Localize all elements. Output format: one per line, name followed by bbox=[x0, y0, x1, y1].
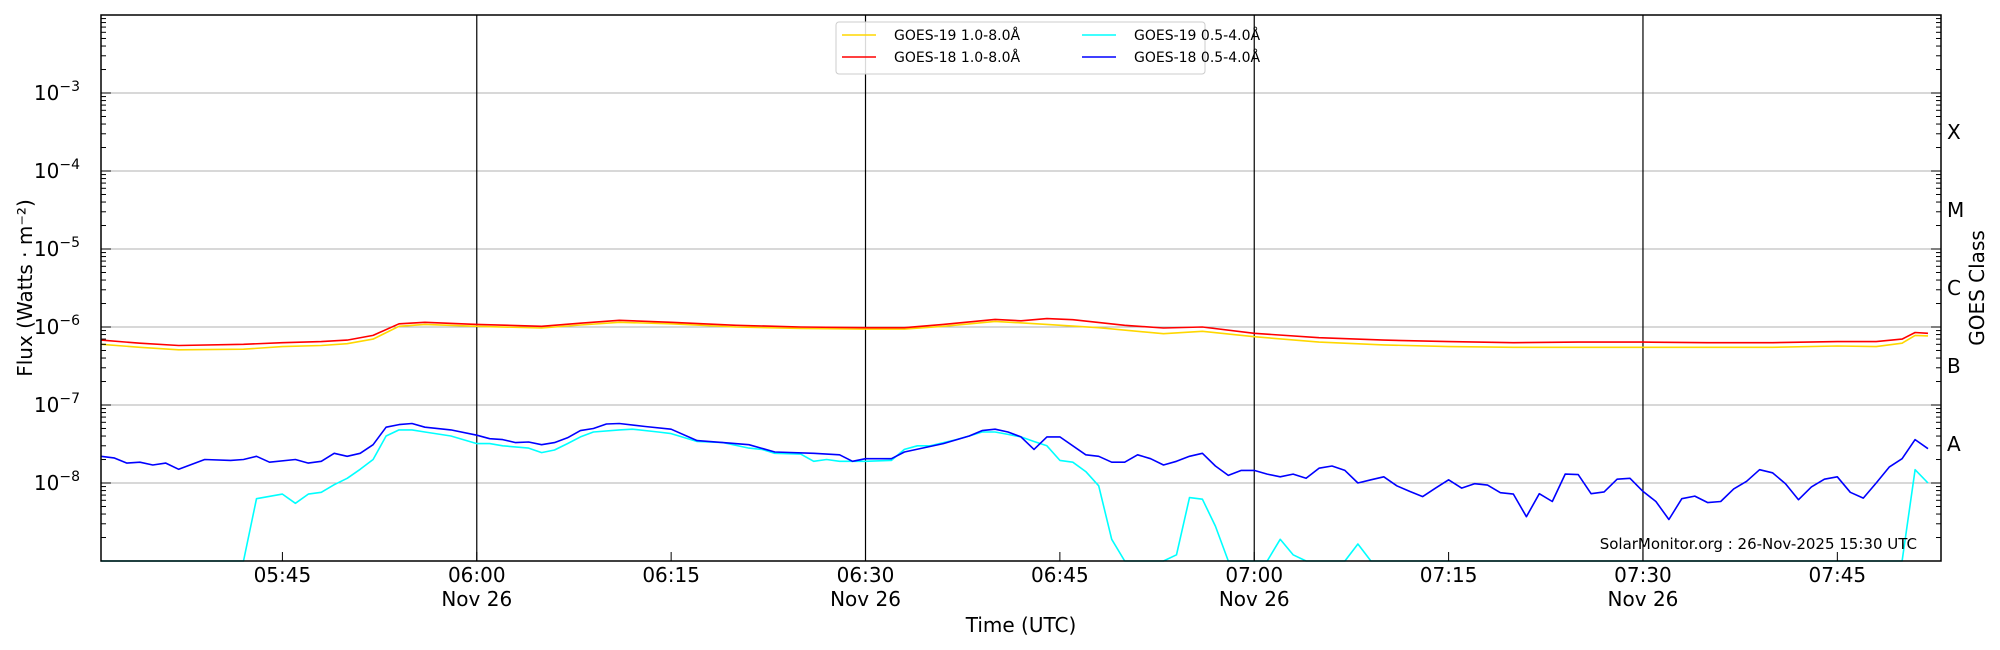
y-tick-label: 10−5 bbox=[34, 235, 80, 261]
x-tick-label: 06:15 bbox=[642, 563, 700, 587]
x-tick-label: 07:45 bbox=[1809, 563, 1867, 587]
y-tick-label: 10−3 bbox=[34, 79, 80, 105]
series-line-1 bbox=[100, 320, 1929, 351]
day-lines bbox=[476, 15, 1644, 561]
x-tick-label: 07:15 bbox=[1420, 563, 1478, 587]
grid bbox=[101, 92, 1941, 484]
watermark-annotation: SolarMonitor.org : 26-Nov-2025 15:30 UTC bbox=[1600, 535, 1917, 553]
legend-label: GOES-18 1.0-8.0Å bbox=[894, 49, 1020, 66]
x-tick-label: 06:00 bbox=[448, 563, 506, 587]
y-tick-label: 10−4 bbox=[34, 157, 80, 183]
goes-class-label: X bbox=[1947, 120, 1961, 144]
goes-class-label: M bbox=[1947, 198, 1964, 222]
x-tick-date-label: Nov 26 bbox=[1219, 587, 1290, 611]
x-tick-label: 06:45 bbox=[1031, 563, 1089, 587]
series-line-2 bbox=[100, 317, 1929, 347]
x-tick-label: 05:45 bbox=[254, 563, 312, 587]
y-tick-label: 10−7 bbox=[34, 391, 80, 417]
legend-label: GOES-19 1.0-8.0Å bbox=[894, 27, 1020, 44]
y-tick-label: 10−6 bbox=[34, 313, 80, 339]
x-tick-label: 07:30 bbox=[1614, 563, 1672, 587]
goes-class-label: B bbox=[1947, 354, 1961, 378]
x-tick-date-label: Nov 26 bbox=[1608, 587, 1679, 611]
x-tick-label: 06:30 bbox=[837, 563, 895, 587]
y-tick-label: 10−8 bbox=[34, 469, 80, 495]
series-line-4 bbox=[100, 422, 1929, 521]
legend: GOES-19 1.0-8.0Å GOES-18 1.0-8.0Å GOES-19 … bbox=[835, 21, 1260, 75]
y-axis-label: Flux (Watts · m⁻²) bbox=[13, 199, 37, 377]
series-lines bbox=[100, 317, 1929, 562]
series-line-3 bbox=[101, 428, 1929, 562]
axis-ticks bbox=[101, 14, 1941, 562]
plot-frame bbox=[100, 14, 1942, 562]
right-axis-label: GOES Class bbox=[1965, 230, 1989, 346]
goes-class-label: A bbox=[1947, 432, 1961, 456]
x-axis-label: Time (UTC) bbox=[965, 613, 1077, 637]
goes-class-labels: A B C M X bbox=[1947, 120, 1964, 456]
x-tick-date-label: Nov 26 bbox=[441, 587, 512, 611]
legend-label: GOES-19 0.5-4.0Å bbox=[1134, 27, 1260, 44]
y-tick-labels: 10−8 10−7 10−6 10−5 10−4 10−3 bbox=[34, 79, 80, 495]
legend-label: GOES-18 0.5-4.0Å bbox=[1134, 49, 1260, 66]
goes-class-label: C bbox=[1947, 276, 1961, 300]
x-tick-label: 07:00 bbox=[1225, 563, 1283, 587]
x-tick-date-label: Nov 26 bbox=[830, 587, 901, 611]
